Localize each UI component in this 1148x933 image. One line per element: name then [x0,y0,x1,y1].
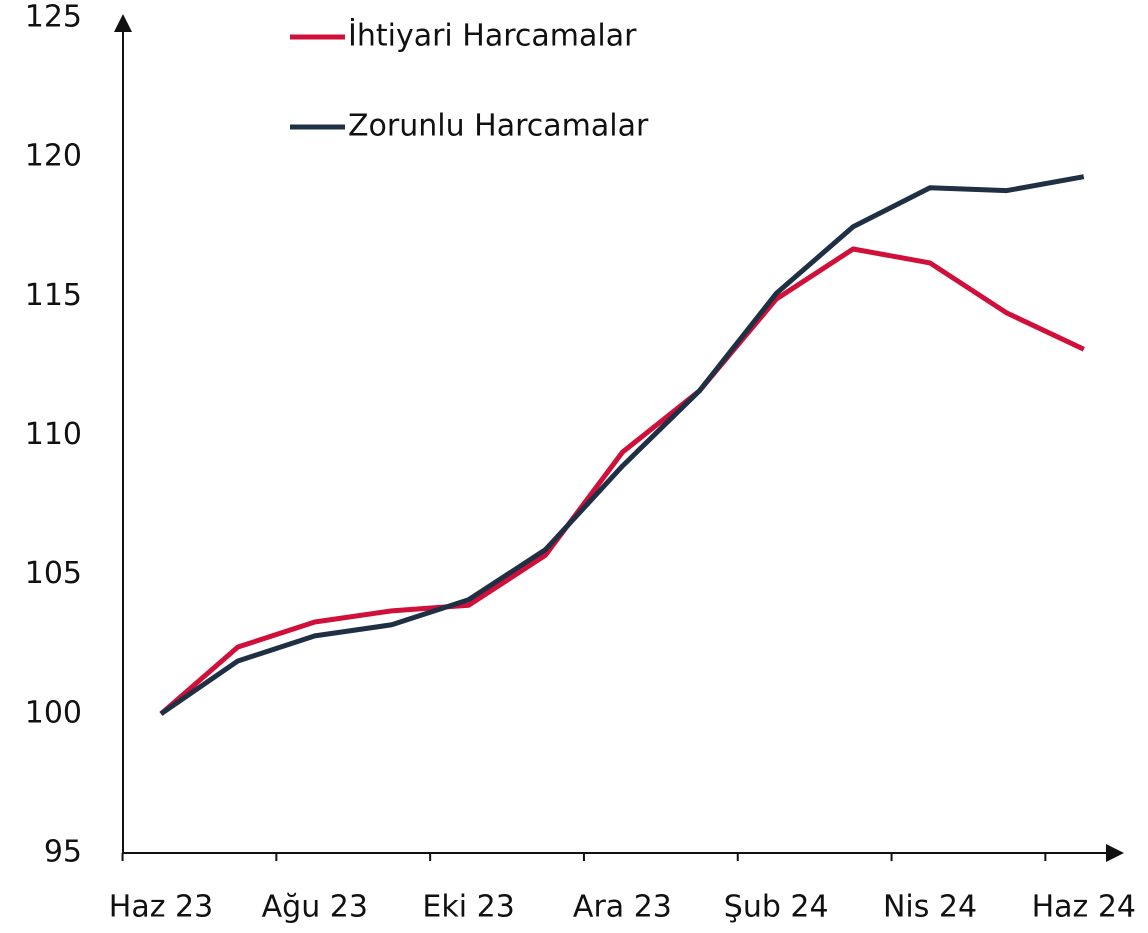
x-tick-label: Haz 24 [1032,890,1136,925]
x-tick-label: Haz 23 [109,890,213,925]
x-tick-label: Ağu 23 [262,890,368,925]
x-tick-label: Eki 23 [422,890,514,925]
y-tick-label: 110 [25,417,82,452]
x-tick-label: Şub 24 [724,890,829,925]
y-tick-label: 105 [25,556,82,591]
y-axis-arrow [114,14,132,32]
series-line [159,174,1085,716]
x-tick-label: Nis 24 [883,890,977,925]
y-tick-label: 100 [25,695,82,730]
legend-label: İhtiyari Harcamalar [348,18,637,54]
y-tick-label: 115 [25,278,82,313]
series-line [159,246,1085,716]
y-tick-label: 120 [25,139,82,174]
legend-label: Zorunlu Harcamalar [348,109,649,144]
x-axis-arrow [1106,844,1124,862]
y-tick-label: 125 [25,0,82,35]
y-tick-label: 95 [44,835,82,870]
x-tick-label: Ara 23 [573,890,672,925]
